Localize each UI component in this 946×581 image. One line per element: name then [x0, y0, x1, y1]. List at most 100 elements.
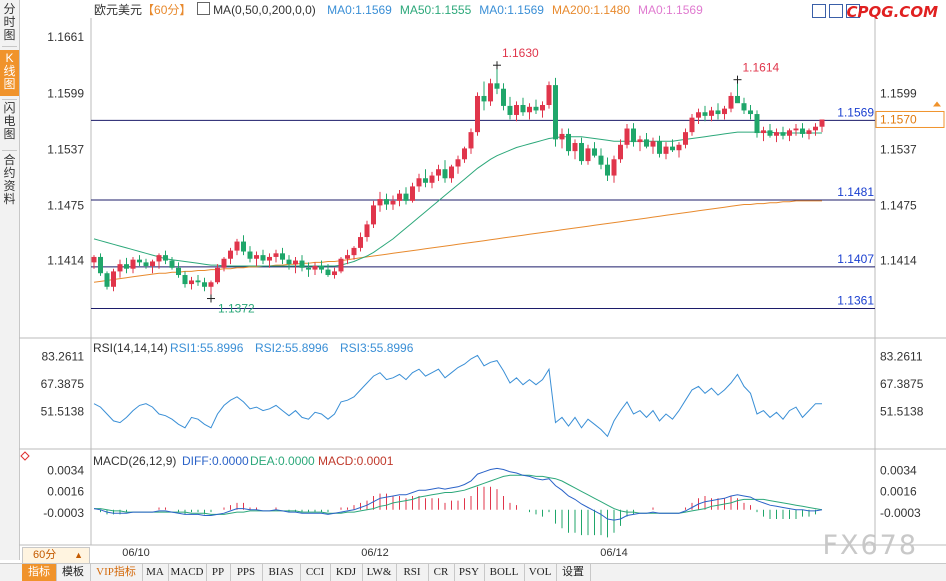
- candle-body: [267, 256, 272, 261]
- candle-body: [286, 259, 292, 265]
- candle-body: [299, 260, 305, 268]
- indicator-tab[interactable]: CCI: [300, 564, 331, 581]
- ma-legend-item: MA0:1.1569: [638, 3, 703, 17]
- indicator-tab[interactable]: BOLL: [484, 564, 525, 581]
- grid-icon[interactable]: [812, 4, 826, 18]
- level-label: 1.1569: [837, 105, 874, 119]
- candle-body: [780, 132, 786, 136]
- candle-body: [189, 280, 194, 285]
- period-selector[interactable]: 60分 ▲: [22, 547, 90, 564]
- indicator-tab[interactable]: KDJ: [330, 564, 363, 581]
- candle-body: [546, 85, 552, 106]
- tab-contract-info[interactable]: 合约资料: [3, 153, 16, 206]
- rsi-legend-item: RSI1:55.8996: [170, 341, 244, 355]
- chart-area[interactable]: 1.1661 1.1599 1.1537 1.1475 1.1414 1.1599 1.15…: [0, 0, 946, 562]
- candle-body: [572, 142, 578, 152]
- candle-body: [507, 105, 513, 115]
- candle-body: [312, 265, 318, 270]
- candle-body: [715, 110, 721, 115]
- indicator-tab[interactable]: LW&: [362, 564, 397, 581]
- candle-body: [676, 144, 682, 151]
- candle-body: [637, 139, 643, 143]
- divider: [2, 46, 17, 47]
- candle-body: [579, 142, 584, 162]
- indicator-tab[interactable]: PPS: [230, 564, 263, 581]
- candle-body: [657, 141, 662, 154]
- indicator-tab[interactable]: PSY: [454, 564, 485, 581]
- indicator-tab[interactable]: MACD: [168, 564, 207, 581]
- macd-legend-item: DEA:0.0000: [250, 454, 315, 468]
- x-tick-label: 06/12: [361, 547, 389, 559]
- candle-body: [533, 106, 539, 111]
- y-tick-label: 1.1475: [47, 198, 84, 212]
- candle-body: [195, 280, 201, 283]
- candle-body: [481, 95, 487, 102]
- candle-body: [514, 105, 519, 115]
- ma-legend-item: MA0:1.1569: [327, 3, 392, 17]
- level-label: 1.1481: [837, 185, 874, 199]
- candle-body: [273, 253, 279, 257]
- candle-body: [644, 139, 649, 147]
- candle-body: [137, 259, 142, 263]
- high-annotation: 1.1630: [502, 46, 539, 60]
- candle-body: [566, 133, 571, 152]
- x-tick-label: 06/10: [122, 547, 150, 559]
- rsi-legend-item: RSI2:55.8996: [255, 341, 329, 355]
- indicator-tab[interactable]: 指标: [22, 564, 57, 581]
- side-tab-strip: 分时图 K线图 闪电图 合约资料: [0, 0, 20, 560]
- candle-body: [377, 199, 383, 206]
- candle-body: [793, 128, 799, 131]
- candle-body: [338, 258, 344, 272]
- y-tick-label-right: 1.1414: [880, 254, 917, 268]
- indicator-tab[interactable]: BIAS: [262, 564, 301, 581]
- candle-body: [364, 224, 370, 238]
- rsi-tick-label-right: 51.5138: [880, 404, 924, 418]
- candle-body: [260, 255, 266, 261]
- candle-body: [494, 83, 500, 89]
- candle-body: [91, 256, 97, 263]
- candle-body: [221, 258, 227, 268]
- candle-body: [351, 247, 357, 256]
- candle-body: [605, 164, 610, 176]
- candle-body: [501, 88, 506, 106]
- candle-body: [488, 83, 493, 102]
- candle-body: [813, 126, 818, 131]
- indicator-tab[interactable]: RSI: [396, 564, 429, 581]
- symbol-name: 欧元美元: [94, 3, 143, 17]
- minus-icon[interactable]: [829, 4, 843, 18]
- macd-legend-item: DIFF:0.0000: [182, 454, 249, 468]
- rsi-tick-label-right: 67.3875: [880, 377, 924, 391]
- candle-body: [98, 256, 103, 274]
- candle-body: [689, 117, 695, 133]
- candle-body: [254, 255, 259, 259]
- tab-timeshare[interactable]: 分时图: [3, 2, 16, 42]
- divider: [2, 150, 17, 151]
- candle-body: [696, 112, 701, 118]
- settings-box-icon[interactable]: [196, 2, 210, 15]
- candle-body: [215, 267, 220, 283]
- candle-body: [150, 261, 155, 266]
- candle-body: [559, 133, 565, 140]
- candle-body: [611, 159, 617, 176]
- indicator-tab[interactable]: 设置: [556, 564, 591, 581]
- candle-body: [306, 267, 311, 270]
- candle-body: [631, 128, 636, 143]
- low-annotation: 1.1372: [218, 302, 255, 316]
- candle-body: [416, 178, 422, 187]
- indicator-tab[interactable]: VIP指标: [90, 564, 143, 581]
- indicator-tab[interactable]: CR: [428, 564, 455, 581]
- x-tick-label: 06/14: [600, 547, 628, 559]
- tab-kline[interactable]: K线图: [0, 50, 19, 96]
- indicator-tab[interactable]: 模板: [56, 564, 91, 581]
- ma-legend-item: MA200:1.1480: [551, 3, 631, 17]
- tab-flash[interactable]: 闪电图: [3, 101, 16, 141]
- candle-body: [143, 262, 149, 266]
- plus-icon[interactable]: [846, 4, 860, 18]
- watermark: FX678: [822, 530, 918, 561]
- macd-tick-label: -0.0003: [43, 506, 84, 520]
- indicator-tab[interactable]: PP: [206, 564, 231, 581]
- candle-body: [176, 267, 181, 276]
- candle-body: [280, 253, 285, 260]
- indicator-tab[interactable]: MA: [142, 564, 169, 581]
- indicator-tab[interactable]: VOL: [524, 564, 557, 581]
